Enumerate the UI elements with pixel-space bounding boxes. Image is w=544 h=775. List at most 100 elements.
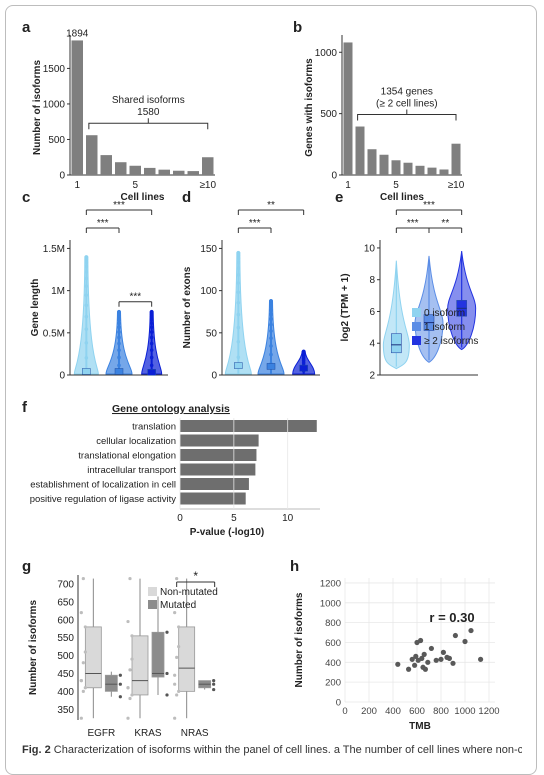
category-label-f-0: translation — [132, 422, 176, 433]
bar-a-5 — [144, 167, 156, 175]
box-point-g-0-0 — [81, 576, 85, 581]
x-tick-label-h: 800 — [433, 706, 449, 717]
bar-a-3 — [115, 162, 127, 175]
violin-point-d-0 — [236, 290, 241, 295]
violin-point-c-2 — [149, 321, 154, 325]
box-point-g-1-0 — [130, 657, 134, 661]
scatter-point-h-7 — [418, 637, 424, 644]
violin-point-c-1 — [117, 348, 121, 352]
y-tick-label-e: 10 — [364, 243, 376, 254]
x-tick-label-b: 1 — [345, 180, 351, 191]
violin-point-c-2 — [149, 355, 154, 360]
bar-f-0 — [180, 420, 317, 432]
y-tick-label-g: 650 — [57, 597, 74, 608]
legend-label-e-1: 1 isoform — [424, 322, 465, 333]
box-point-g-2-0 — [173, 610, 177, 615]
legend-label-e-2: ≥ 2 isoforms — [424, 336, 478, 347]
caption-label: Fig. 2 — [22, 744, 51, 756]
scatter-point-h-11 — [422, 666, 428, 672]
x-tick-label-b: ≥10 — [448, 180, 465, 191]
box-point-g-1-0 — [128, 696, 132, 701]
box-point-g-0-0 — [79, 716, 83, 720]
box-point-g-1-0 — [130, 693, 134, 697]
y-tick-label-e: 8 — [369, 275, 375, 286]
y-tick-label-h: 0 — [336, 698, 341, 709]
violin-point-d-1 — [269, 336, 273, 340]
significance-label-g: * — [193, 569, 198, 583]
violin-point-c-0 — [84, 314, 89, 319]
bar-b-0 — [343, 42, 353, 175]
y-axis-label-b: Genes with isoforms — [304, 58, 315, 157]
bar-f-2 — [180, 449, 257, 461]
y-tick-label-e: 4 — [369, 339, 375, 350]
box-point-g-2-0 — [177, 689, 181, 693]
x-tick-label-f: 5 — [231, 513, 237, 524]
annotation-brace-b — [357, 109, 457, 121]
bar-a-0 — [71, 40, 83, 175]
violin-point-c-2 — [149, 315, 154, 319]
violin-point-c-1 — [117, 330, 121, 334]
x-tick-label-h: 0 — [342, 706, 347, 717]
bar-b-8 — [439, 169, 449, 175]
x-tick-label-h: 1000 — [454, 706, 475, 717]
box-point-g-0-0 — [81, 661, 85, 665]
violin-point-d-0 — [236, 312, 241, 317]
y-tick-label-h: 600 — [325, 638, 341, 649]
violin-box-d-2 — [299, 364, 308, 372]
legend-swatch-e-1 — [412, 322, 421, 331]
violin-point-d-0 — [236, 260, 241, 265]
violin-point-d-0 — [236, 325, 241, 330]
violin-point-c-0 — [84, 341, 89, 345]
box-g-1-1 — [151, 631, 165, 678]
x-tick-label-g-1: KRAS — [134, 728, 162, 739]
bar-a-8 — [187, 171, 199, 175]
box-g-0-1 — [104, 674, 118, 692]
x-tick-label-f: 0 — [177, 513, 183, 524]
violin-point-c-0 — [84, 327, 89, 331]
panel-label-b: b — [293, 19, 302, 36]
violin-point-d-1 — [269, 317, 273, 321]
violin-point-c-0 — [84, 257, 89, 262]
box-point-g-2-0 — [177, 645, 181, 649]
box-point-g-1-0 — [126, 619, 130, 624]
y-tick-label-d: 50 — [206, 328, 218, 339]
violin-point-d-1 — [269, 308, 273, 312]
scatter-point-h-0 — [395, 661, 401, 667]
violin-point-c-0 — [84, 270, 89, 274]
x-tick-label-a: 5 — [132, 180, 138, 191]
violin-point-d-0 — [236, 340, 241, 344]
bar-a-7 — [173, 170, 185, 175]
x-tick-label-h: 1200 — [478, 706, 499, 717]
panel-label-h: h — [290, 558, 299, 575]
y-tick-label-g: 600 — [57, 615, 74, 626]
violin-point-d-0 — [236, 273, 241, 277]
significance-label-d-0: *** — [249, 218, 261, 229]
violin-box-e-0 — [391, 333, 402, 354]
legend-swatch-e-2 — [412, 336, 421, 345]
annotation-text-h: r = 0.30 — [429, 610, 474, 625]
x-tick-label-b: 5 — [393, 180, 399, 191]
scatter-point-h-20 — [452, 632, 458, 639]
bar-a-9 — [202, 157, 214, 175]
y-tick-label-e: 2 — [369, 371, 375, 382]
bar-a-6 — [158, 169, 170, 175]
violin-point-c-0 — [84, 260, 89, 265]
bar-b-9 — [451, 143, 461, 175]
y-axis-label-c: Gene length — [30, 279, 41, 337]
category-label-f-5: positive regulation of ligase activity — [30, 494, 177, 505]
bar-b-7 — [427, 167, 437, 175]
x-tick-label-h: 200 — [361, 706, 377, 717]
y-tick-label-a: 500 — [48, 135, 65, 146]
scatter-point-h-13 — [428, 645, 434, 652]
y-tick-label-a: 1500 — [43, 64, 66, 75]
x-axis-label-b: Cell lines — [380, 192, 424, 203]
scatter-point-h-14 — [433, 657, 439, 663]
bar-b-4 — [391, 160, 401, 175]
bar-f-5 — [180, 492, 246, 505]
annotation-text-b: 1354 genes — [381, 87, 433, 98]
y-tick-label-b: 0 — [331, 171, 337, 182]
box-point-g-1-1 — [165, 630, 169, 634]
violin-point-c-2 — [149, 317, 154, 322]
violin-point-c-1 — [117, 355, 121, 360]
